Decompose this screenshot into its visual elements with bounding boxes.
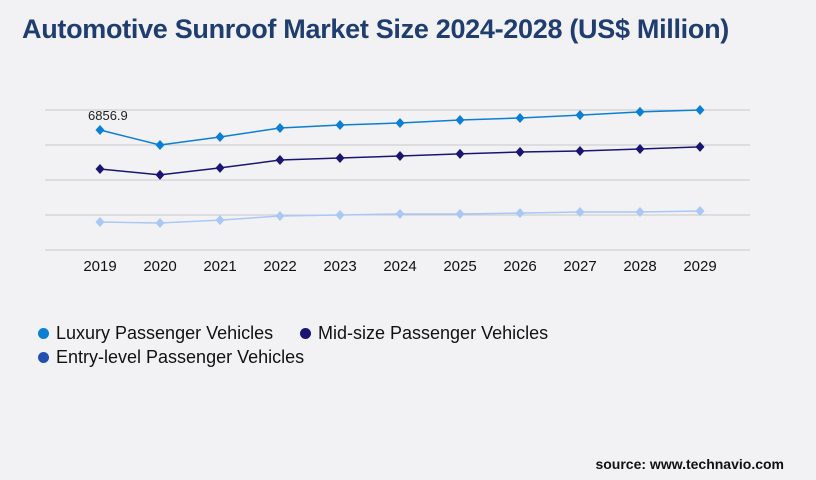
- data-point: [695, 205, 705, 216]
- x-tick-label: 2020: [143, 258, 176, 275]
- data-point: [335, 210, 345, 220]
- x-tick-label: 2027: [563, 258, 596, 275]
- x-tick-label: 2021: [203, 258, 236, 275]
- legend-item-mid-size: Mid-size Passenger Vehicles: [300, 323, 548, 344]
- data-point: [155, 169, 165, 180]
- data-point: [95, 163, 105, 174]
- line-chart: 2019 2020 2021 2022 2023 2024 2025 2026 2027 2028…: [45, 105, 750, 275]
- data-point: [335, 120, 345, 131]
- legend-marker-icon: [38, 352, 49, 363]
- data-point: [695, 141, 705, 152]
- data-point: [275, 155, 285, 166]
- x-tick-label: 2029: [683, 258, 716, 275]
- data-point: [575, 207, 585, 218]
- x-tick-label: 2022: [263, 258, 296, 275]
- chart-title: Automotive Sunroof Market Size 2024-2028…: [22, 14, 729, 44]
- data-point: [515, 208, 525, 219]
- data-point: [95, 125, 105, 136]
- legend-marker-icon: [38, 328, 49, 339]
- x-tick-label: 2025: [443, 258, 476, 275]
- data-point: [455, 208, 465, 219]
- legend-item-luxury: Luxury Passenger Vehicles: [38, 323, 273, 344]
- legend-item-entry-level: Entry-level Passenger Vehicles: [38, 347, 304, 368]
- data-point: [635, 207, 645, 218]
- data-point: [335, 152, 345, 163]
- data-point: [395, 208, 405, 219]
- data-point: [395, 151, 405, 162]
- data-point: [215, 131, 225, 142]
- data-point: [695, 105, 705, 115]
- x-tick-label: 2019: [83, 258, 116, 275]
- x-tick-label: 2024: [383, 258, 416, 275]
- x-tick-label: 2026: [503, 258, 536, 275]
- data-point: [455, 148, 465, 159]
- data-point: [575, 145, 585, 156]
- data-point: [155, 140, 165, 150]
- data-label: 6856.9: [88, 108, 128, 123]
- data-point: [275, 123, 285, 134]
- data-point: [275, 211, 285, 222]
- x-tick-label: 2023: [323, 258, 356, 275]
- data-point: [455, 114, 465, 125]
- data-point: [215, 162, 225, 173]
- data-point: [635, 106, 645, 117]
- data-point: [215, 215, 225, 226]
- legend-label: Entry-level Passenger Vehicles: [56, 347, 305, 367]
- legend-marker-icon: [300, 328, 311, 339]
- x-tick-label: 2028: [623, 258, 656, 275]
- data-point: [95, 217, 105, 227]
- data-point: [155, 218, 165, 229]
- data-point: [515, 113, 525, 124]
- source-text: source: www.technavio.com: [595, 456, 784, 472]
- data-point: [575, 110, 585, 121]
- data-point: [395, 117, 405, 128]
- data-point: [635, 144, 645, 155]
- legend-label: Luxury Passenger Vehicles: [56, 323, 274, 343]
- data-point: [515, 147, 525, 157]
- legend-label: Mid-size Passenger Vehicles: [318, 323, 549, 343]
